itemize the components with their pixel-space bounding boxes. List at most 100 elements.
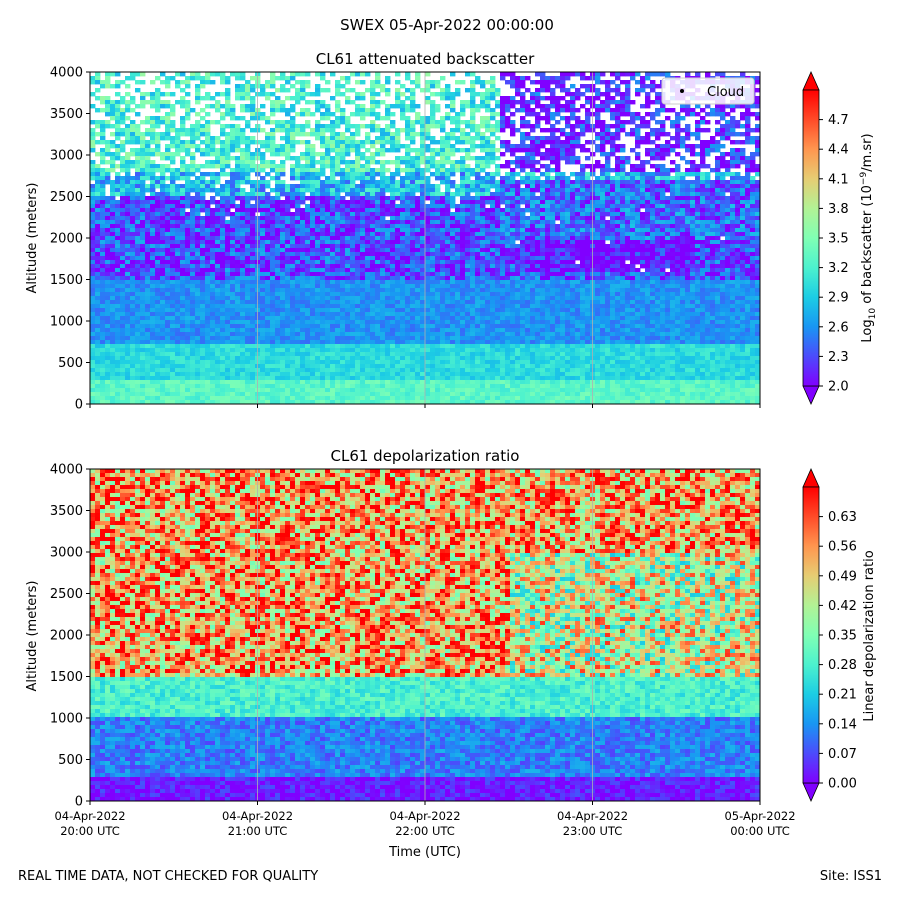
backscatter-cell [480,232,486,237]
backscatter-cell [600,244,606,249]
backscatter-cell [310,216,316,221]
backscatter-cell [625,72,631,77]
backscatter-cell [365,112,371,117]
backscatter-cell [210,96,216,101]
backscatter-cell [270,196,276,201]
backscatter-cell [150,244,156,249]
backscatter-cell [430,172,436,177]
backscatter-cell [405,204,411,209]
backscatter-cell [635,140,641,145]
backscatter-cell [680,144,686,149]
backscatter-cell [250,248,256,253]
backscatter-cell [370,168,376,173]
backscatter-cell [480,196,486,201]
backscatter-cell [655,156,661,161]
backscatter-cell [650,176,656,181]
backscatter-cell [230,212,236,217]
backscatter-cell [510,220,516,225]
backscatter-cell [235,72,241,77]
backscatter-cell [120,248,126,253]
backscatter-cell [745,124,751,129]
backscatter-cell [175,184,181,189]
backscatter-cell [320,172,326,177]
backscatter-cell [580,256,586,261]
backscatter-cell [185,152,191,157]
backscatter-cell [125,124,131,129]
backscatter-cell [455,224,461,229]
backscatter-cell [330,184,336,189]
backscatter-cell [325,236,331,241]
backscatter-cell [420,124,426,129]
backscatter-cell [470,96,476,101]
backscatter-cell [130,260,136,265]
backscatter-cell [560,208,566,213]
backscatter-cell [270,232,276,237]
backscatter-cell [685,72,691,77]
backscatter-cell [325,128,331,133]
backscatter-cell [555,104,561,109]
backscatter-cell [720,208,726,213]
backscatter-cell [705,180,711,185]
backscatter-cell [485,244,491,249]
backscatter-cell [580,132,586,137]
backscatter-cell [740,116,746,121]
backscatter-cell [660,104,666,109]
backscatter-cell [260,176,266,181]
backscatter-cell [115,240,121,245]
backscatter-cell [140,120,146,125]
backscatter-cell [160,184,166,189]
backscatter-cell [200,228,206,233]
backscatter-cell [155,252,161,257]
backscatter-cell [210,160,216,165]
backscatter-cell [235,156,241,161]
backscatter-cell [610,244,616,249]
backscatter-cell [680,232,686,237]
backscatter-cell [660,120,666,125]
backscatter-cell [170,208,176,213]
backscatter-cell [210,224,216,229]
backscatter-cell [105,256,111,261]
backscatter-cell [595,80,601,85]
backscatter-cell [230,236,236,241]
backscatter-cell [540,212,546,217]
backscatter-cell [220,184,226,189]
backscatter-cell [485,180,491,185]
backscatter-cell [480,92,486,97]
backscatter-cell [670,232,676,237]
backscatter-cell [370,172,376,177]
backscatter-cell [565,248,571,253]
backscatter-cell [475,228,481,233]
backscatter-cell [575,208,581,213]
backscatter-cell [450,72,456,77]
backscatter-cell [300,128,306,133]
backscatter-cell [650,248,656,253]
backscatter-cell [555,216,561,221]
backscatter-cell [555,188,561,193]
backscatter-cell [375,232,381,237]
backscatter-cell [485,236,491,241]
backscatter-cell [180,232,186,237]
backscatter-cell [650,252,656,257]
backscatter-cell [270,244,276,249]
backscatter-cell [605,200,611,205]
backscatter-cell [220,260,226,265]
backscatter-cell [505,228,511,233]
backscatter-cell [450,220,456,225]
backscatter-cell [165,188,171,193]
backscatter-cell [245,260,251,265]
backscatter-cell [325,88,331,93]
backscatter-cell [490,248,496,253]
backscatter-cell [730,244,736,249]
backscatter-cell [460,220,466,225]
backscatter-cell [95,164,101,169]
backscatter-cell [200,76,206,81]
backscatter-cell [135,176,141,181]
backscatter-cell [730,160,736,165]
backscatter-cell [625,112,631,117]
backscatter-cell [510,228,516,233]
backscatter-cell [490,148,496,153]
backscatter-cell [280,244,286,249]
backscatter-cell [585,140,591,145]
backscatter-cell [735,172,741,177]
backscatter-cell [310,192,316,197]
